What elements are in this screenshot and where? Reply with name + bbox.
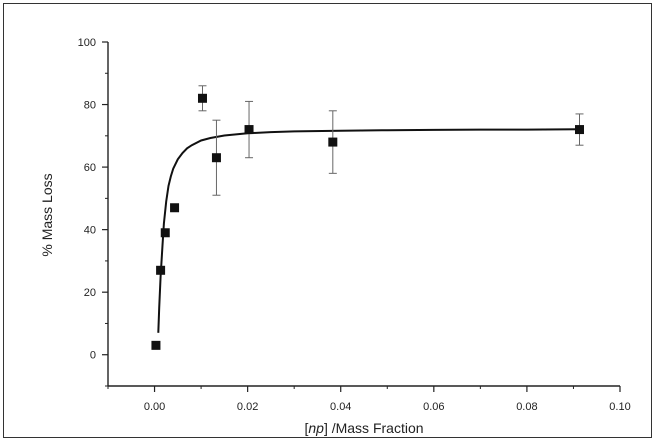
figure-frame bbox=[3, 3, 652, 438]
x-tick-label: 0.10 bbox=[609, 401, 630, 413]
data-point bbox=[156, 265, 166, 275]
y-tick-label: 100 bbox=[78, 37, 96, 49]
data-point bbox=[197, 93, 207, 103]
data-point bbox=[211, 153, 221, 163]
data-point bbox=[151, 340, 161, 350]
x-tick-label: 0.02 bbox=[237, 401, 258, 413]
x-tick-label: 0.08 bbox=[516, 401, 537, 413]
data-point bbox=[575, 125, 585, 135]
y-tick-label: 20 bbox=[84, 287, 96, 299]
fit-curve-group bbox=[157, 128, 579, 333]
ticks: 0 20 40 60 80 100 0.00 0.02 0.04 0.06 0.08 0.10 bbox=[78, 37, 631, 413]
y-tick-label: 80 bbox=[84, 100, 96, 112]
x-tick-label: 0.00 bbox=[144, 401, 165, 413]
y-tick-label: 60 bbox=[84, 162, 96, 174]
y-tick-label: 0 bbox=[90, 350, 96, 362]
data-point bbox=[244, 125, 254, 135]
x-tick-label: 0.04 bbox=[330, 401, 351, 413]
x-axis-label-part: np bbox=[308, 420, 324, 436]
x-axis-label-part: ] /Mass Fraction bbox=[324, 420, 424, 436]
x-tick-label: 0.06 bbox=[423, 401, 444, 413]
x-axis-label: [np] /Mass Fraction bbox=[304, 420, 423, 436]
fit-curve bbox=[157, 128, 579, 333]
y-axis-label: % Mass Loss bbox=[39, 173, 55, 256]
data-point bbox=[328, 137, 338, 147]
data-point bbox=[170, 203, 180, 213]
y-tick-label: 40 bbox=[84, 225, 96, 237]
data-points bbox=[151, 85, 585, 350]
axes bbox=[107, 42, 620, 387]
data-point bbox=[160, 228, 170, 238]
x-axis-label-part: [ bbox=[304, 420, 308, 436]
